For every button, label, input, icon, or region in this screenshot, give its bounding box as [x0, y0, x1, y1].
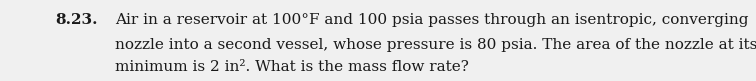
Text: Air in a reservoir at 100°F and 100 psia passes through an isentropic, convergin: Air in a reservoir at 100°F and 100 psia… [115, 13, 748, 27]
Text: 8.23.: 8.23. [55, 13, 98, 27]
Text: nozzle into a second vessel, whose pressure is 80 psia. The area of the nozzle a: nozzle into a second vessel, whose press… [115, 38, 756, 52]
Text: minimum is 2 in². What is the mass flow rate?: minimum is 2 in². What is the mass flow … [115, 60, 469, 74]
